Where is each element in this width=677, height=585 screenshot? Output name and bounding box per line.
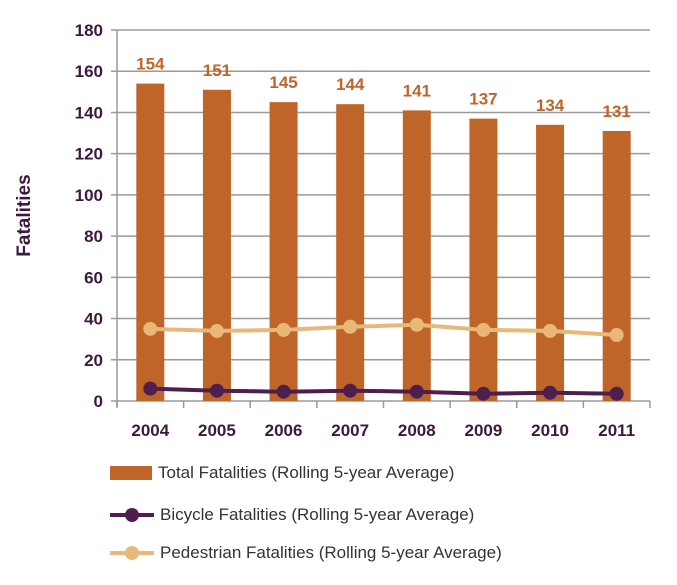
bar: [202, 89, 231, 402]
data-point: [343, 319, 358, 334]
bar: [136, 83, 165, 401]
data-point: [409, 317, 424, 332]
bar: [402, 110, 431, 401]
data-point: [276, 322, 291, 337]
x-tick-label: 2005: [198, 421, 236, 440]
legend-swatch-line: [110, 508, 154, 522]
data-label: 141: [403, 81, 431, 100]
data-point: [209, 383, 224, 398]
x-tick-label: 2010: [531, 421, 569, 440]
data-point: [143, 321, 158, 336]
series-line: [150, 322, 617, 338]
y-tick-label: 140: [75, 103, 103, 122]
legend-label: Bicycle Fatalities (Rolling 5-year Avera…: [160, 505, 475, 524]
data-label: 154: [136, 55, 165, 74]
bar: [536, 124, 565, 402]
data-label: 144: [336, 75, 365, 94]
data-point: [543, 323, 558, 338]
x-tick-label: 2011: [598, 421, 635, 440]
data-point: [476, 386, 491, 401]
data-point: [409, 384, 424, 399]
x-tick-label: 2008: [398, 421, 436, 440]
data-label: 137: [469, 90, 497, 109]
legend-item-bicycle: Bicycle Fatalities (Rolling 5-year Avera…: [110, 505, 474, 525]
y-tick-label: 120: [75, 145, 103, 164]
legend-item-pedestrian: Pedestrian Fatalities (Rolling 5-year Av…: [110, 543, 502, 563]
x-tick-label: 2004: [131, 421, 169, 440]
y-tick-label: 160: [75, 62, 103, 81]
data-label: 151: [203, 61, 231, 80]
y-tick-label: 20: [84, 351, 103, 370]
data-point: [543, 385, 558, 400]
bar: [336, 104, 365, 401]
legend-label: Pedestrian Fatalities (Rolling 5-year Av…: [160, 543, 502, 562]
y-tick-label: 180: [75, 21, 103, 40]
data-point: [143, 381, 158, 396]
data-point: [209, 323, 224, 338]
data-point: [476, 322, 491, 337]
y-tick-label: 100: [75, 186, 103, 205]
x-tick-label: 2007: [331, 421, 369, 440]
legend-item-total: Total Fatalities (Rolling 5-year Average…: [110, 463, 454, 483]
data-point: [276, 384, 291, 399]
data-label: 145: [269, 73, 297, 92]
y-tick-label: 80: [84, 227, 103, 246]
data-label: 131: [603, 102, 631, 121]
bar: [269, 102, 298, 401]
bar: [602, 130, 631, 401]
data-point: [343, 383, 358, 398]
legend-swatch-line: [110, 546, 154, 560]
x-tick-label: 2006: [265, 421, 303, 440]
bar: [469, 118, 498, 401]
legend-swatch-bar: [110, 466, 152, 480]
data-point: [609, 386, 624, 401]
data-label: 134: [536, 96, 565, 115]
y-tick-label: 0: [94, 392, 103, 411]
series-line: [150, 386, 617, 396]
y-tick-label: 40: [84, 310, 103, 329]
legend-label: Total Fatalities (Rolling 5-year Average…: [158, 463, 455, 482]
y-tick-label: 60: [84, 268, 103, 287]
x-tick-label: 2009: [465, 421, 503, 440]
data-point: [609, 328, 624, 343]
y-axis-label: Fatalities: [14, 174, 35, 256]
